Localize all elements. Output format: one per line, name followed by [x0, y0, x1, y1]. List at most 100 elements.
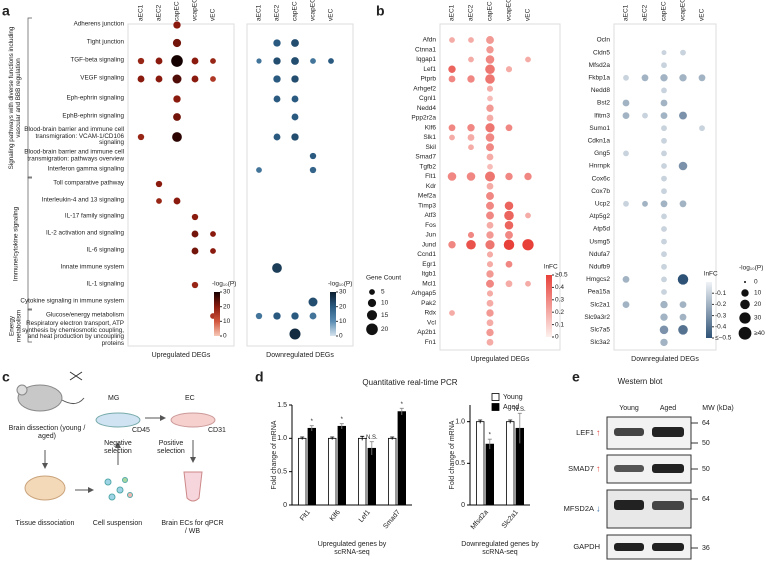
- row-label: Ucp2: [595, 201, 611, 208]
- dot: [525, 280, 531, 287]
- row-label: Ccnd1: [417, 251, 436, 258]
- colorbar-tick-label: 0: [339, 333, 343, 340]
- dot: [661, 175, 667, 182]
- size-legend-dot: [367, 298, 377, 308]
- y-tick-label: 1.0: [455, 419, 465, 426]
- mw-label: 36: [702, 545, 710, 552]
- dot: [659, 325, 669, 335]
- dot: [679, 313, 687, 321]
- step-label: Brain ECs for qPCR / WB: [161, 520, 224, 535]
- colorbar-tick-label: 0.4: [555, 284, 564, 291]
- dot: [660, 338, 668, 347]
- dot: [291, 39, 299, 47]
- dot: [191, 281, 199, 289]
- row-label: Glucose/energy metabolism: [45, 311, 124, 319]
- column-label: capEC: [174, 1, 181, 21]
- dot: [273, 39, 281, 47]
- size-legend-label: 15: [381, 312, 389, 319]
- dot: [137, 57, 145, 65]
- x-tick-label: Smad7: [382, 509, 402, 531]
- column-label: aEC2: [156, 4, 163, 21]
- dot: [309, 312, 317, 320]
- dot: [660, 200, 668, 208]
- error-bar: [487, 438, 492, 450]
- dot: [171, 55, 183, 67]
- error-bar: [330, 436, 335, 440]
- dot: [486, 153, 494, 161]
- size-legend-label: 10: [754, 290, 762, 297]
- bar: [357, 437, 367, 506]
- row-label: Cldn5: [593, 49, 610, 56]
- qpcr-title: Quantitative real-time PCR: [362, 378, 457, 387]
- dish-ec: [170, 412, 216, 428]
- row-label: Interleukin-4 and 13 signaling: [41, 196, 124, 204]
- dot: [505, 172, 513, 181]
- dot: [486, 290, 494, 297]
- mw-label: 64: [702, 496, 710, 503]
- dot: [660, 313, 668, 321]
- row-label: Blood-brain barrier and immune cell tran…: [24, 148, 124, 162]
- dot: [622, 275, 630, 283]
- dot: [172, 38, 182, 48]
- column-label: aEC1: [138, 4, 145, 21]
- dot: [642, 112, 648, 119]
- step-label: Positive selection: [157, 440, 185, 455]
- blot-title: Western blot: [618, 377, 664, 386]
- dot: [466, 172, 476, 181]
- dot: [272, 263, 282, 273]
- dot: [486, 299, 494, 307]
- dot: [505, 231, 513, 239]
- band: [652, 427, 684, 437]
- column-label: aEC1: [449, 4, 456, 21]
- size-legend-dot: [739, 312, 751, 324]
- row-label: Vcl: [427, 319, 437, 326]
- dot: [622, 301, 630, 309]
- row-label: Toll comparative pathway: [53, 179, 124, 187]
- dot: [137, 75, 145, 83]
- dot: [486, 251, 494, 258]
- dot: [486, 319, 494, 327]
- plot-frame: [439, 23, 561, 351]
- dot: [623, 150, 629, 157]
- bar: [387, 437, 397, 506]
- dot: [449, 134, 455, 141]
- row-label: Tgfb2: [419, 163, 436, 170]
- row-label: Fos: [425, 222, 437, 229]
- row-label: Slk1: [423, 134, 436, 141]
- dot: [660, 300, 668, 309]
- dot: [449, 37, 455, 43]
- significance: *: [489, 433, 492, 439]
- column-label: vcapEC: [192, 0, 199, 21]
- dot: [273, 95, 281, 103]
- x-tick-label: Flt1: [299, 509, 312, 523]
- dot: [273, 57, 281, 65]
- colorbar-tick-label: 20: [339, 303, 347, 310]
- dot: [679, 111, 687, 120]
- dot: [661, 188, 667, 195]
- error-bar: [360, 435, 365, 441]
- row-label: Nedd4: [417, 105, 437, 112]
- row-label: Smad7: [415, 154, 436, 161]
- row-label: Ifitm3: [594, 112, 610, 119]
- x-axis-label: Downregulated DEGs: [266, 352, 334, 359]
- blots: [606, 416, 692, 560]
- dish-mg: [95, 412, 141, 428]
- row-label: Ndufb9: [589, 264, 610, 271]
- dot: [485, 240, 495, 250]
- band: [652, 501, 684, 510]
- dot: [256, 167, 262, 173]
- bar: [337, 425, 346, 506]
- dot: [191, 75, 199, 83]
- row-label: Ap2b1: [417, 329, 436, 336]
- dot: [486, 279, 494, 288]
- column-label: aEC2: [274, 4, 281, 21]
- row-label: Mfsd2a: [589, 62, 611, 69]
- column-label: capEC: [661, 1, 668, 21]
- x-axis-label: Upregulated DEGs: [152, 352, 211, 359]
- dot: [525, 212, 531, 219]
- group-bracket: [27, 176, 32, 311]
- row-label: Cgnl1: [419, 95, 436, 102]
- y-tick-label: 0: [283, 502, 287, 509]
- dot: [623, 74, 629, 81]
